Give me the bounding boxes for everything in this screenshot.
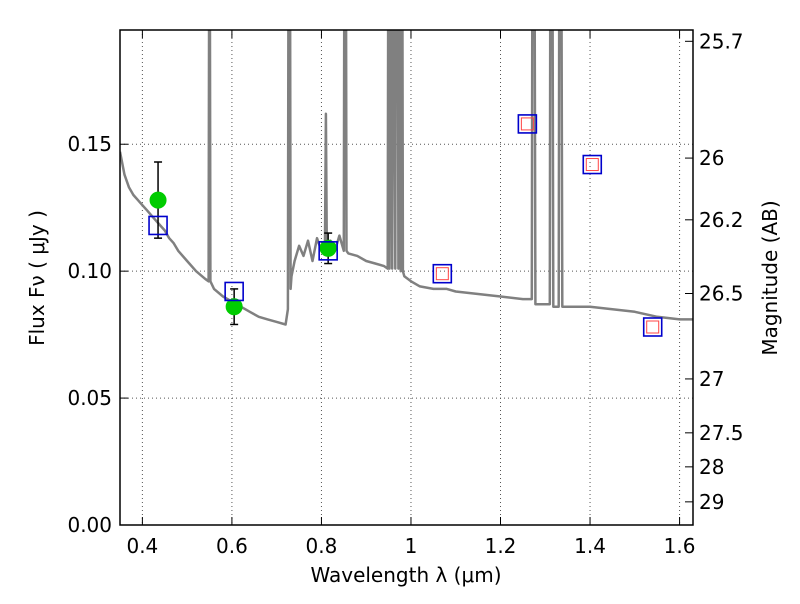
x-tick-label: 0.8 (306, 534, 338, 558)
x-axis-label: Wavelength λ (μm) (310, 563, 501, 587)
upper-limit-point (585, 158, 599, 172)
synthetic-point (224, 281, 244, 302)
y2-axis-label: Magnitude (AB) (758, 200, 782, 355)
synthetic-point (432, 263, 453, 284)
y2-tick-label: 27.5 (699, 421, 744, 445)
synthetic-point (642, 317, 663, 337)
y2-tick-label: 26.5 (699, 281, 744, 305)
x-tick-label: 1.4 (574, 534, 606, 558)
y2-tick-label: 26 (699, 146, 724, 170)
synthetic-point (517, 114, 538, 134)
x-tick-label: 0.6 (216, 534, 248, 558)
observed-point (149, 191, 167, 209)
synthetic-point (582, 154, 603, 175)
synthetic-point (318, 241, 338, 261)
y-tick-label: 0.00 (67, 513, 112, 537)
x-tick-label: 0.4 (126, 534, 158, 558)
model-spectrum (120, 30, 693, 326)
y-tick-label: 0.05 (67, 386, 112, 410)
data-markers (148, 114, 663, 337)
y2-tick-label: 25.7 (699, 29, 744, 53)
y2-tick-label: 26.2 (699, 208, 744, 232)
y2-tick-label: 29 (699, 490, 724, 514)
y-axis-label: Flux Fν ( μJy ) (25, 210, 49, 346)
axis-ticks: 0.4 0.6 0.8 1 1.2 1.4 1.6 0.00 0.05 0.10 0.15 25.7 2… (67, 29, 743, 558)
model-spectrum-line (120, 30, 693, 326)
y-tick-label: 0.10 (67, 259, 112, 283)
grid-lines (120, 30, 693, 526)
y2-tick-label: 28 (699, 455, 724, 479)
upper-limit-point (435, 267, 449, 281)
synthetic-point (148, 215, 168, 236)
y2-tick-label: 27 (699, 367, 724, 391)
observed-point (225, 298, 243, 316)
observed-point (319, 239, 337, 257)
x-tick-label: 1.2 (485, 534, 517, 558)
upper-limit-point (646, 320, 660, 334)
plot-frame (119, 29, 694, 526)
upper-limit-point (520, 117, 534, 131)
y-tick-label: 0.15 (67, 132, 112, 156)
x-tick-label: 1.6 (664, 534, 696, 558)
x-tick-label: 1 (405, 534, 418, 558)
